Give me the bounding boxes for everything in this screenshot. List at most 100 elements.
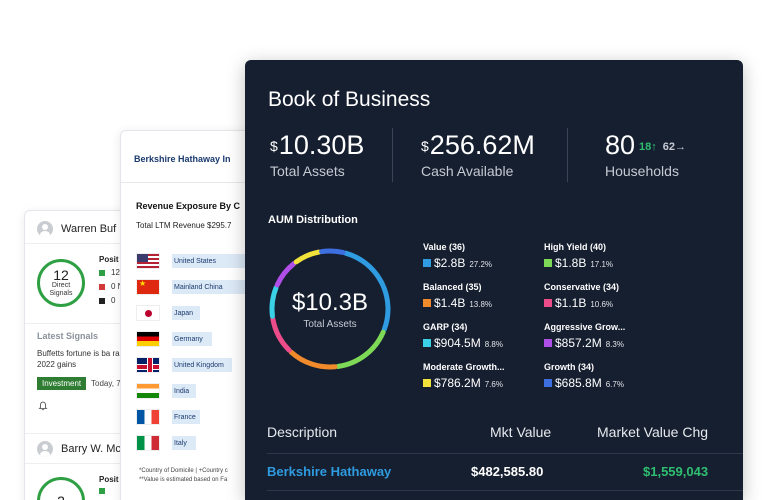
segment-name: Aggressive Grow... — [544, 322, 626, 332]
revenue-title: Revenue Exposure By C — [136, 201, 241, 211]
column-header-market-value-chg[interactable]: Market Value Chg — [597, 424, 709, 440]
donut-segment[interactable] — [335, 329, 386, 369]
legend-swatch — [99, 269, 105, 276]
legend-swatch — [99, 488, 105, 494]
bell-icon[interactable] — [38, 401, 48, 411]
position-row: 0 — [99, 296, 115, 305]
segment-name: Value (36) — [423, 242, 466, 252]
footnote-line: **Value is estimated based on Fa — [139, 477, 228, 483]
holding-market-value-chg: $1,559,043 — [643, 464, 709, 479]
donut-segment[interactable] — [293, 249, 322, 265]
segment-percent: 10.6% — [590, 300, 614, 309]
flag-jp-icon — [136, 305, 160, 321]
flag-it-icon — [136, 435, 160, 451]
kpi-total-assets: $10.30B Total Assets — [270, 130, 364, 179]
column-header-description[interactable]: Description — [267, 424, 338, 440]
segment-percent: 8.8% — [484, 340, 503, 349]
flag-de-icon — [136, 331, 160, 347]
segment-values: $685.8M 6.7% — [544, 376, 660, 390]
revenue-row[interactable]: France — [136, 407, 316, 427]
kpi-value: 256.62M — [429, 130, 535, 160]
segment-amount: $685.8M — [555, 376, 602, 390]
aum-segment[interactable]: Moderate Growth... $786.2M 7.6% — [423, 362, 539, 390]
flag-uk-icon — [136, 357, 160, 373]
segment-values: $786.2M 7.6% — [423, 376, 539, 390]
revenue-row[interactable]: United Kingdom — [136, 355, 316, 375]
donut-center-value: $10.3B — [291, 288, 369, 316]
segment-percent: 6.7% — [605, 380, 624, 389]
segment-name: Moderate Growth... — [423, 362, 505, 372]
signal-user-row[interactable]: Warren Buf — [37, 221, 116, 237]
footnote-line: *Country of Domicile | +Country c — [139, 468, 228, 474]
revenue-row[interactable]: Mainland China — [136, 277, 316, 297]
signal-user-name: Barry W. Mc — [61, 443, 121, 455]
country-label: France — [172, 410, 252, 424]
donut-segment[interactable] — [270, 316, 292, 353]
book-of-business-panel: Book of Business $10.30B Total Assets $2… — [245, 60, 743, 500]
segment-name: Growth (34) — [544, 362, 595, 372]
column-header-mkt-value[interactable]: Mkt Value — [490, 424, 552, 440]
avatar — [37, 221, 53, 237]
currency-symbol: $ — [270, 138, 278, 154]
revenue-row[interactable]: United States — [136, 251, 316, 271]
signal-count-label: Direct Signals — [49, 282, 73, 297]
company-name[interactable]: Berkshire Hathaway In — [134, 154, 231, 164]
arrow-right-icon: → — [675, 141, 687, 153]
country-label: Japan — [172, 306, 252, 320]
aum-segment[interactable]: Value (36) $2.8B 27.2% — [423, 242, 539, 270]
revenue-row[interactable]: Japan — [136, 303, 316, 323]
donut-segment[interactable] — [288, 349, 338, 370]
signal-text[interactable]: Buffetts fortune is ba rare 2022 gains — [37, 349, 127, 369]
segment-values: $857.2M 8.3% — [544, 336, 660, 350]
aum-distribution-title: AUM Distribution — [268, 214, 358, 226]
segment-values: $904.5M 8.8% — [423, 336, 539, 350]
segment-amount: $2.8B — [434, 256, 466, 270]
avatar — [37, 441, 53, 457]
segment-values: $2.8B 27.2% — [423, 256, 539, 270]
donut-segment[interactable] — [343, 250, 391, 333]
kpi-cash-available: $256.62M Cash Available — [421, 130, 535, 179]
signal-user-row[interactable]: Barry W. Mc — [37, 441, 121, 457]
flag-fr-icon — [136, 409, 160, 425]
revenue-row[interactable]: Italy — [136, 433, 316, 453]
legend-swatch — [99, 297, 105, 304]
direct-signals-ring: 12 Direct Signals — [37, 259, 85, 307]
panel-title: Book of Business — [268, 88, 431, 111]
segment-percent: 17.1% — [590, 260, 614, 269]
segment-name: High Yield (40) — [544, 242, 607, 252]
signal-count: 2 — [57, 494, 65, 500]
revenue-row[interactable]: India — [136, 381, 316, 401]
aum-segment[interactable]: High Yield (40) $1.8B 17.1% — [544, 242, 660, 270]
donut-segment[interactable] — [274, 261, 297, 288]
segment-name: GARP (34) — [423, 322, 468, 332]
signal-count: 12 — [53, 267, 69, 283]
donut-center: $10.3B Total Assets — [267, 246, 393, 372]
legend-swatch — [99, 283, 105, 290]
flag-cn-icon — [136, 279, 160, 295]
revenue-card-header: Berkshire Hathaway In — [121, 131, 321, 183]
aum-segment[interactable]: Balanced (35) $1.4B 13.8% — [423, 282, 539, 310]
donut-segment[interactable] — [319, 248, 346, 255]
segment-percent: 7.6% — [484, 380, 503, 389]
donut-segment[interactable] — [269, 285, 279, 319]
legend-swatch — [423, 299, 431, 307]
revenue-row[interactable]: Germany — [136, 329, 316, 349]
segment-amount: $786.2M — [434, 376, 481, 390]
holding-description-link[interactable]: Berkshire Hathaway — [267, 464, 392, 479]
aum-segment[interactable]: Conservative (34) $1.1B 10.6% — [544, 282, 660, 310]
segment-values: $1.1B 10.6% — [544, 296, 660, 310]
aum-segment[interactable]: Aggressive Grow... $857.2M 8.3% — [544, 322, 660, 350]
country-label: India — [172, 384, 252, 398]
country-label: Italy — [172, 436, 252, 450]
positions-title: Posit — [99, 475, 119, 484]
aum-segment[interactable]: Growth (34) $685.8M 6.7% — [544, 362, 660, 390]
arrow-up-icon: ↑ — [651, 141, 657, 153]
divider — [267, 490, 743, 491]
aum-donut-chart[interactable] — [267, 246, 393, 372]
aum-segment[interactable]: GARP (34) $904.5M 8.8% — [423, 322, 539, 350]
segment-name: Conservative (34) — [544, 282, 620, 292]
position-text: 0 N — [111, 282, 124, 291]
households-flat: 62→ — [662, 141, 687, 153]
households-up: 18↑ — [639, 141, 657, 153]
segment-percent: 27.2% — [469, 260, 493, 269]
